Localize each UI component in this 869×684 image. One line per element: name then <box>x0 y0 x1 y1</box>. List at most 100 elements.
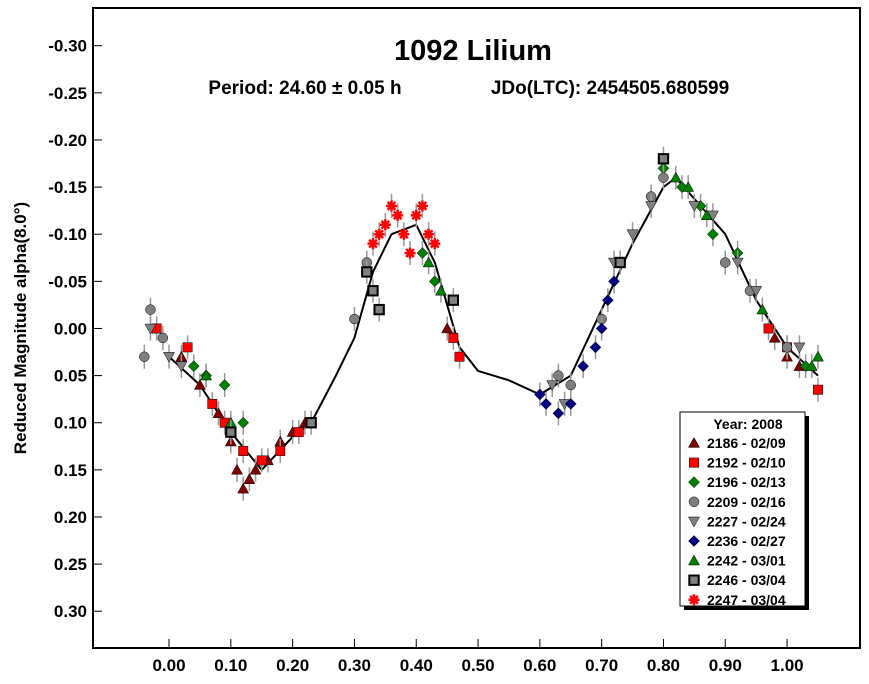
data-point <box>447 294 459 306</box>
data-point <box>207 398 218 409</box>
legend-label: 2242 - 03/01 <box>707 553 786 569</box>
data-point <box>398 228 410 240</box>
y-tick-label: -0.05 <box>48 272 87 291</box>
y-tick-label: 0.15 <box>54 461 87 480</box>
series-2227 <box>144 193 806 416</box>
data-point <box>367 285 379 297</box>
data-point <box>565 379 576 391</box>
legend-marker <box>688 516 700 528</box>
data-point <box>293 427 304 438</box>
data-point <box>669 171 682 183</box>
legend-title: Year: 2008 <box>713 416 782 432</box>
data-point <box>218 379 231 391</box>
data-point <box>608 275 620 288</box>
data-point <box>212 407 225 418</box>
data-point <box>416 200 428 212</box>
data-point <box>175 361 188 373</box>
data-point <box>361 266 373 278</box>
y-tick-label: -0.15 <box>48 178 87 197</box>
y-tick-label: 0.25 <box>54 555 87 574</box>
data-point <box>812 350 824 362</box>
data-point <box>552 407 565 420</box>
x-tick-label: 0.10 <box>214 656 247 675</box>
data-point <box>454 351 465 362</box>
y-tick-label: -0.30 <box>48 37 87 56</box>
data-point <box>546 380 559 392</box>
data-point <box>645 201 658 212</box>
data-point <box>305 417 317 429</box>
data-point <box>553 370 564 381</box>
data-point <box>441 322 454 334</box>
legend-marker <box>688 574 700 586</box>
data-point <box>410 209 422 221</box>
x-tick-label: 0.20 <box>276 656 309 675</box>
data-point <box>626 229 639 241</box>
y-tick-label: 0.10 <box>54 414 87 433</box>
data-point <box>658 172 669 183</box>
data-point <box>657 153 670 165</box>
data-point <box>238 446 249 456</box>
data-point <box>750 286 763 297</box>
data-point <box>595 322 608 335</box>
data-point <box>614 256 626 269</box>
data-point <box>589 341 602 354</box>
data-point <box>707 228 719 241</box>
data-point <box>144 323 157 335</box>
data-point <box>768 331 781 343</box>
data-point <box>813 384 823 395</box>
x-tick-label: 0.90 <box>709 656 742 675</box>
epoch-label: JDo(LTC): 2454505.680599 <box>491 78 729 99</box>
data-point <box>731 257 744 269</box>
data-point <box>756 303 769 315</box>
series-2247 <box>367 193 441 266</box>
data-point <box>182 342 193 353</box>
y-axis-label: Reduced Magnitude alpha(8.0°) <box>11 202 30 454</box>
data-point <box>688 201 701 212</box>
data-point <box>435 284 447 296</box>
data-point <box>577 360 589 373</box>
data-point <box>416 247 429 259</box>
data-point <box>781 342 793 353</box>
y-tick-label: 0.30 <box>54 602 87 621</box>
data-point <box>163 352 175 363</box>
legend-label: 2192 - 02/10 <box>707 455 786 471</box>
data-point <box>237 482 250 494</box>
data-point <box>373 228 385 240</box>
data-point <box>249 463 262 475</box>
data-point <box>145 304 156 315</box>
y-tick-label: 0.05 <box>54 367 87 386</box>
x-tick-label: 0.60 <box>523 656 556 675</box>
data-point <box>349 313 360 325</box>
legend-marker <box>688 496 700 507</box>
data-point <box>237 416 250 429</box>
y-tick-label: -0.20 <box>48 131 87 150</box>
data-point <box>793 342 806 354</box>
data-point <box>157 332 169 344</box>
chart-title: 1092 Lilium <box>394 35 552 67</box>
data-point <box>429 238 441 250</box>
data-point <box>700 209 713 221</box>
legend-label: 2247 - 03/04 <box>707 592 786 608</box>
x-tick-label: 0.70 <box>585 656 618 675</box>
data-point <box>720 257 731 268</box>
data-point <box>423 228 435 240</box>
data-points <box>139 146 824 501</box>
data-point <box>601 294 614 307</box>
period-label: Period: 24.60 ± 0.05 h <box>208 78 401 99</box>
legend-label: 2196 - 02/13 <box>707 474 786 490</box>
legend-marker <box>688 594 700 606</box>
legend-marker <box>689 457 699 468</box>
data-point <box>193 379 206 390</box>
series-2209 <box>139 165 793 398</box>
legend-label: 2186 - 02/09 <box>707 435 786 451</box>
x-tick-label: 0.40 <box>400 656 433 675</box>
legend-label: 2209 - 02/16 <box>707 494 786 510</box>
series-2242 <box>200 165 824 435</box>
y-tick-label: 0.20 <box>54 508 87 527</box>
data-point <box>231 463 243 475</box>
data-point <box>448 332 459 343</box>
y-tick-label: -0.10 <box>48 225 87 244</box>
data-point <box>243 473 256 484</box>
y-tick-label: 0.00 <box>54 319 87 338</box>
